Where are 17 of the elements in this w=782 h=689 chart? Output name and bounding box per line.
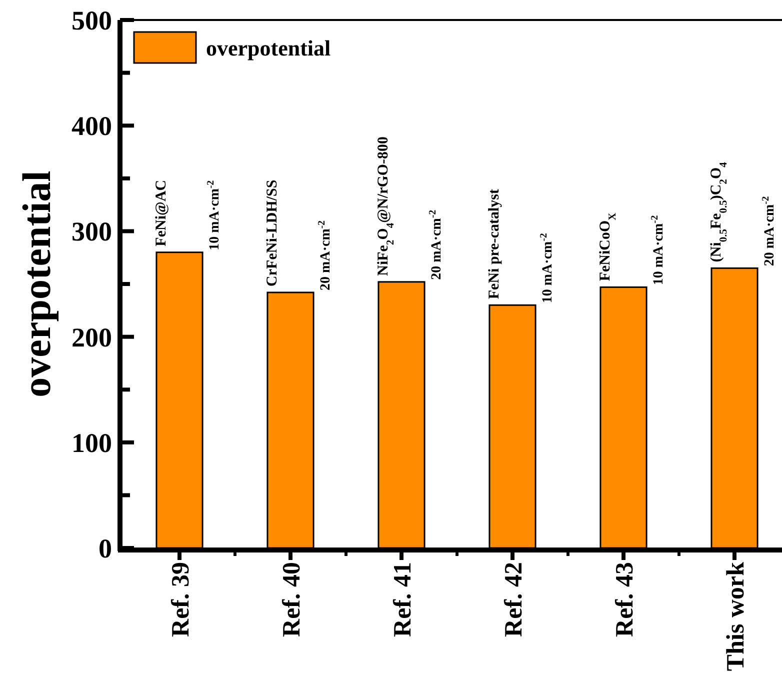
x-tick-label: This work (722, 562, 750, 672)
x-tick-label: Ref. 42 (500, 562, 528, 637)
annotation: FeNi@AC (154, 180, 170, 246)
y-tick-label: 500 (72, 5, 112, 36)
x-tick-label: Ref. 39 (168, 562, 194, 637)
y-tick-label: 300 (72, 216, 112, 247)
legend-label: overpotential (206, 36, 331, 61)
x-tick-label: Ref. 43 (612, 562, 638, 637)
y-tick-label: 0 (98, 533, 112, 564)
y-axis-title: overpotential (14, 170, 59, 398)
annotation: FeNi pre-catalyst (486, 189, 502, 300)
annotation: CrFeNi-LDH/SS (264, 180, 280, 286)
y-tick-label: 100 (72, 428, 112, 458)
x-tick-label: Ref. 41 (390, 562, 416, 637)
y-tick-label: 200 (72, 322, 112, 352)
y-tick-label: 400 (72, 111, 112, 142)
x-tick-label: Ref. 40 (278, 562, 306, 637)
